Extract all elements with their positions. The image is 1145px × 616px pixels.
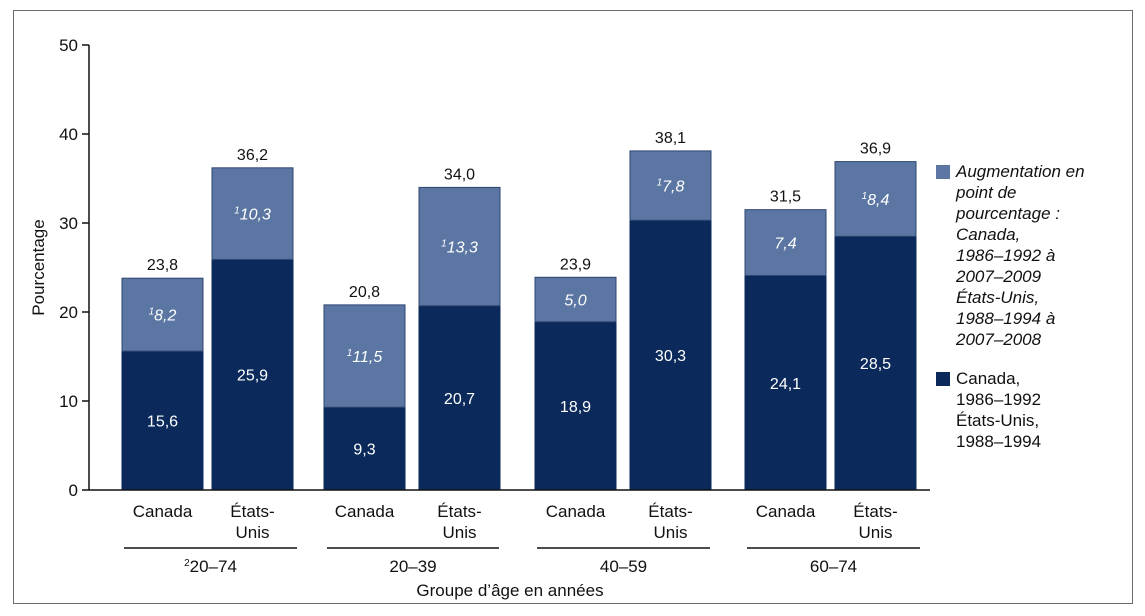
y-axis-title: Pourcentage — [29, 219, 48, 315]
bar-base-label-1: 25,9 — [237, 368, 268, 385]
bar-category-label-7-0: États- — [853, 502, 897, 521]
bar-increase-label-3: 113,3 — [441, 239, 478, 257]
bar-base-5 — [629, 219, 712, 491]
bar-increase-label-2: 111,5 — [347, 348, 383, 366]
bar-base-label-2: 9,3 — [353, 442, 375, 459]
group-label-1: 20–39 — [389, 557, 436, 576]
bar-total-label-2: 20,8 — [349, 284, 380, 301]
x-axis-title: Groupe d’âge en années — [416, 581, 603, 600]
bar-base-label-6: 24,1 — [770, 376, 801, 393]
bar-base-label-4: 18,9 — [560, 399, 591, 416]
bar-increase-3 — [418, 186, 501, 307]
legend-swatch-increase — [936, 165, 950, 179]
y-tick-label-30: 30 — [59, 214, 78, 233]
bar-category-label-4-0: Canada — [546, 502, 606, 521]
bar-increase-5 — [629, 150, 712, 221]
bar-category-label-1-0: États- — [230, 502, 274, 521]
legend-item-base: Canada, 1986–1992 États-Unis, 1988–1994 — [936, 368, 1136, 452]
group-label-2: 40–59 — [600, 557, 647, 576]
bar-increase-1 — [211, 167, 294, 260]
bar-increase-label-7: 18,4 — [862, 191, 890, 209]
group-label-3: 60–74 — [810, 557, 857, 576]
bar-category-label-0-0: Canada — [133, 502, 193, 521]
bar-base-label-5: 30,3 — [655, 348, 686, 365]
bar-base-4 — [534, 321, 617, 491]
bar-category-label-3-1: Unis — [442, 523, 476, 542]
group-label-0: 220–74 — [184, 557, 237, 576]
bar-base-label-3: 20,7 — [444, 391, 475, 408]
bar-total-label-5: 38,1 — [655, 130, 686, 147]
bar-increase-6 — [744, 209, 827, 277]
bar-total-label-7: 36,9 — [860, 141, 891, 158]
bar-increase-2 — [323, 304, 406, 408]
y-tick-label-10: 10 — [59, 392, 78, 411]
bar-total-label-0: 23,8 — [147, 257, 178, 274]
bar-total-label-6: 31,5 — [770, 189, 801, 206]
legend-item-increase: Augmentation en point de pourcentage : Cana… — [936, 161, 1136, 350]
bar-base-6 — [744, 275, 827, 491]
bar-increase-label-5: 17,8 — [657, 178, 685, 196]
bar-increase-label-4: 5,0 — [564, 293, 586, 310]
bar-category-label-7-1: Unis — [858, 523, 892, 542]
y-tick-label-0: 0 — [69, 481, 78, 500]
bar-category-label-3-0: États- — [437, 502, 481, 521]
bar-base-1 — [211, 258, 294, 491]
bar-base-7 — [834, 235, 917, 491]
y-tick-label-20: 20 — [59, 303, 78, 322]
bar-increase-7 — [834, 161, 917, 237]
bar-increase-0 — [121, 277, 204, 352]
bar-category-label-1-1: Unis — [235, 523, 269, 542]
y-tick-label-50: 50 — [59, 36, 78, 55]
bar-increase-4 — [534, 276, 617, 323]
y-tick-label-40: 40 — [59, 125, 78, 144]
bar-category-label-2-0: Canada — [335, 502, 395, 521]
legend: Augmentation en point de pourcentage : Cana… — [936, 161, 1136, 452]
bar-category-label-5-1: Unis — [653, 523, 687, 542]
legend-label-base: Canada, 1986–1992 États-Unis, 1988–1994 — [956, 369, 1042, 451]
bar-category-label-5-0: États- — [648, 502, 692, 521]
legend-swatch-base — [936, 372, 950, 386]
chart-frame — [13, 10, 1133, 604]
bar-base-label-7: 28,5 — [860, 356, 891, 373]
bar-total-label-3: 34,0 — [444, 166, 475, 183]
bar-total-label-1: 36,2 — [237, 147, 268, 164]
bar-base-label-0: 15,6 — [147, 414, 178, 431]
bar-total-label-4: 23,9 — [560, 256, 591, 273]
bar-base-2 — [323, 406, 406, 491]
bar-increase-label-1: 110,3 — [234, 206, 271, 224]
bar-category-label-6-0: Canada — [756, 502, 816, 521]
bar-increase-label-6: 7,4 — [774, 236, 796, 253]
legend-label-increase: Augmentation en point de pourcentage : Cana… — [956, 162, 1085, 349]
bar-increase-label-0: 18,2 — [149, 307, 177, 325]
